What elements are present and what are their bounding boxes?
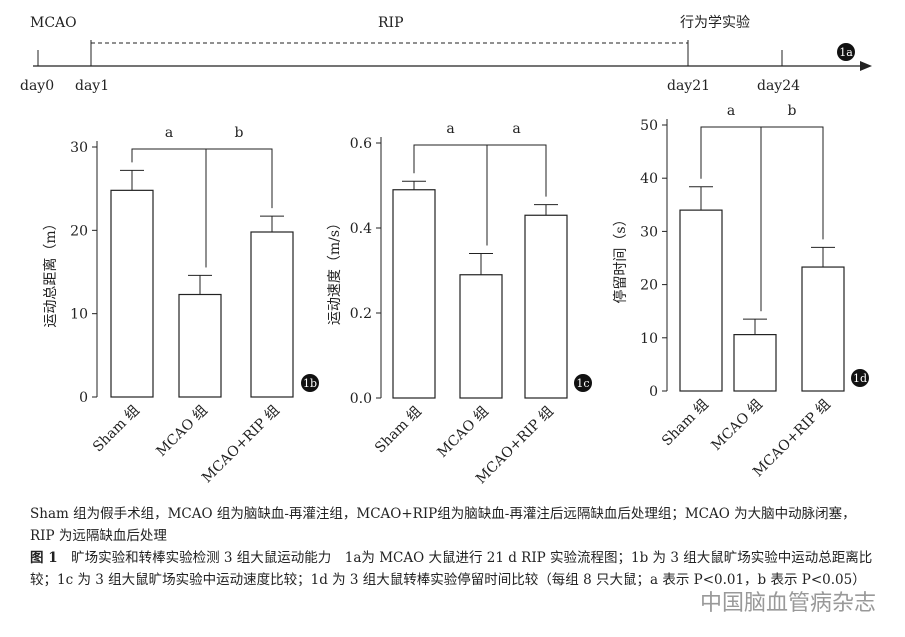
panel-label: 1a [839, 46, 853, 59]
panel-badge [837, 43, 855, 61]
timeline-label: MCAO [30, 15, 77, 31]
x-tick-label: Sham 组 [372, 404, 425, 457]
bar [679, 209, 723, 392]
bar [801, 266, 845, 392]
timeline-arrow [860, 61, 872, 71]
day-label: day1 [75, 78, 109, 94]
significance-label: a [446, 121, 454, 137]
bar [733, 334, 777, 392]
bar [110, 189, 154, 398]
x-tick-label: Sham 组 [90, 403, 143, 456]
bar [250, 231, 294, 398]
day-label: day0 [20, 78, 54, 94]
y-axis-label: 运动总距离（m） [42, 216, 59, 327]
bar [392, 189, 436, 399]
day-label: day24 [757, 78, 800, 94]
significance-label: b [788, 103, 797, 119]
y-tick-label: 50 [640, 118, 658, 134]
y-tick-label: 0 [649, 384, 658, 400]
y-tick-label: 10 [70, 307, 88, 323]
y-axis-label: 停留时间（s） [612, 212, 629, 303]
y-tick-label: 10 [640, 331, 658, 347]
y-tick-label: 0.0 [350, 391, 372, 407]
figure: MCAO RIP 行为学实验 day0 day1 day21 day24 1a … [20, 15, 872, 487]
x-tick-label: MCAO 组 [153, 403, 210, 460]
y-tick-label: 20 [70, 223, 88, 239]
x-tick-label: MCAO 组 [434, 404, 491, 461]
y-tick-label: 0.4 [350, 221, 372, 237]
y-tick-label: 20 [640, 278, 658, 294]
panel-badge [574, 374, 592, 392]
bar [459, 274, 503, 399]
x-tick-label: Sham 组 [659, 397, 712, 450]
y-tick-label: 30 [640, 224, 658, 240]
y-tick-label: 40 [640, 171, 658, 187]
y-axis-label: 运动速度（m/s） [327, 216, 343, 325]
significance-label: a [727, 103, 735, 119]
significance-label: a [165, 125, 173, 141]
significance-bracket [760, 126, 824, 312]
timeline-label: RIP [378, 15, 404, 31]
x-tick-label: MCAO 组 [708, 397, 765, 454]
panel-badge [851, 369, 869, 387]
y-tick-label: 0 [79, 390, 88, 406]
caption: Sham 组为假手术组，MCAO 组为脑缺血-再灌注组，MCAO+RIP组为脑缺… [30, 503, 880, 591]
panel-label: 1c [576, 377, 589, 390]
caption-note: Sham 组为假手术组，MCAO 组为脑缺血-再灌注组，MCAO+RIP组为脑缺… [30, 506, 856, 544]
y-tick-label: 0.6 [350, 136, 372, 152]
timeline-label: 行为学实验 [680, 15, 750, 31]
watermark: 中国脑血管病杂志 [700, 591, 877, 616]
caption-main: 图 1 旷场实验和转棒实验检测 3 组大鼠运动能力 1a为 MCAO 大鼠进行 … [30, 547, 880, 591]
significance-label: a [512, 121, 520, 137]
figure-number: 图 1 [30, 550, 58, 566]
panel-badge [301, 374, 319, 392]
panel-label: 1d [853, 372, 867, 385]
bar [178, 293, 222, 398]
y-tick-label: 30 [70, 140, 88, 156]
day-label: day21 [667, 78, 710, 94]
bar [524, 214, 568, 399]
significance-label: b [235, 125, 244, 141]
significance-bracket [486, 144, 547, 246]
panel-label: 1b [303, 377, 317, 390]
x-tick-label: MCAO+RIP 组 [199, 403, 283, 487]
significance-bracket [205, 148, 273, 268]
caption-text: 旷场实验和转棒实验检测 3 组大鼠运动能力 1a为 MCAO 大鼠进行 21 d… [30, 550, 873, 588]
y-tick-label: 0.2 [350, 306, 372, 322]
